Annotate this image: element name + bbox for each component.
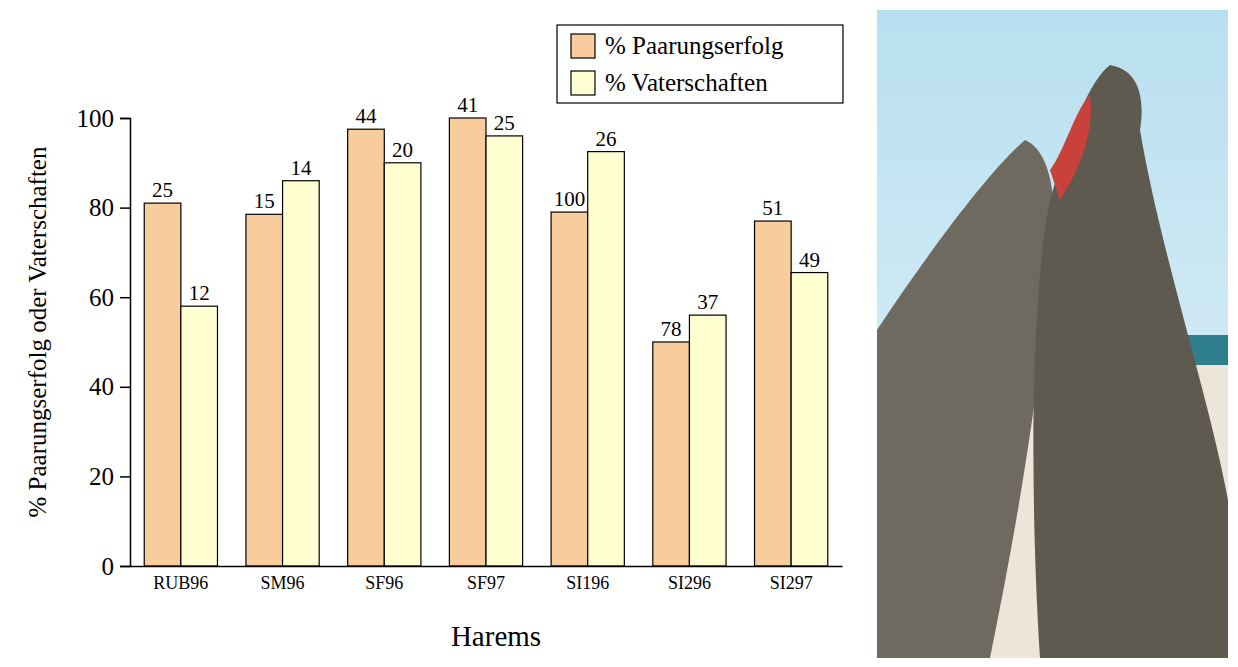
y-tick-label: 100 xyxy=(77,105,115,132)
x-tick: SF97 xyxy=(467,566,505,593)
legend-swatch xyxy=(571,71,595,95)
bar xyxy=(181,306,218,566)
legend-label: % Paarungserfolg xyxy=(605,32,784,59)
y-tick-label: 80 xyxy=(89,194,114,221)
legend: % Paarungserfolg % Vaterschaften xyxy=(557,25,843,103)
x-axis: RUB96 SM96 SF96 SF97 SI196 SI296 SI297 xyxy=(131,566,843,593)
y-tick-label: 0 xyxy=(102,553,115,580)
legend-box xyxy=(557,25,843,103)
x-tick: RUB96 xyxy=(153,566,208,593)
bar xyxy=(449,118,486,566)
x-tick: SM96 xyxy=(261,566,305,593)
y-tick-mark xyxy=(120,387,130,389)
y-tick: 60 xyxy=(89,284,130,311)
y-tick-mark xyxy=(120,207,130,209)
x-tick: SI296 xyxy=(668,566,711,593)
bar xyxy=(653,342,690,566)
photo-sky xyxy=(877,10,1228,658)
x-axis-title: Harems xyxy=(451,620,541,652)
bar xyxy=(384,163,421,566)
bar-label: 25 xyxy=(494,111,515,135)
x-tick-label: SI297 xyxy=(770,573,813,593)
photo-wound xyxy=(1050,95,1091,200)
x-tick-label: SM96 xyxy=(261,573,305,593)
x-tick-label: RUB96 xyxy=(153,573,208,593)
legend-label: % Vaterschaften xyxy=(605,69,768,96)
bar-label: 49 xyxy=(799,248,820,272)
y-axis: 0 20 40 60 80 100 xyxy=(77,105,131,580)
y-tick-mark xyxy=(120,476,130,478)
x-tick: SI297 xyxy=(770,566,813,593)
bar-label: 25 xyxy=(152,178,173,202)
bar-label: 44 xyxy=(355,104,377,128)
bar-label: 12 xyxy=(189,281,210,305)
x-tick-label: SF97 xyxy=(467,573,505,593)
y-tick-mark xyxy=(120,118,130,120)
y-tick: 80 xyxy=(89,194,130,221)
bar xyxy=(283,181,320,566)
bar xyxy=(791,273,828,566)
bar xyxy=(755,221,792,566)
photo-seal xyxy=(1033,65,1228,658)
y-tick: 0 xyxy=(102,553,131,580)
y-axis-title: % Paarungserfolg oder Vaterschaften xyxy=(24,146,51,517)
bar xyxy=(588,152,625,566)
bar xyxy=(551,212,588,566)
bar-label: 100 xyxy=(554,187,586,211)
y-tick-mark xyxy=(120,566,130,568)
x-tick-label: SI296 xyxy=(668,573,711,593)
bar-label: 26 xyxy=(596,127,617,151)
y-tick-label: 40 xyxy=(89,373,114,400)
bar xyxy=(689,315,726,566)
bar-label: 78 xyxy=(661,317,682,341)
bar xyxy=(144,203,181,566)
bar-label: 37 xyxy=(697,290,718,314)
bar-label: 14 xyxy=(290,156,312,180)
bar-label: 20 xyxy=(392,138,413,162)
bar xyxy=(246,214,283,566)
y-tick: 40 xyxy=(89,373,130,400)
y-tick-label: 60 xyxy=(89,284,114,311)
x-tick: SI196 xyxy=(566,566,609,593)
y-tick: 100 xyxy=(77,105,131,132)
photo-seal xyxy=(877,140,1054,658)
x-axis-line xyxy=(131,566,843,568)
y-tick: 20 xyxy=(89,463,130,490)
y-tick-label: 20 xyxy=(89,463,114,490)
bar xyxy=(348,129,385,566)
bars xyxy=(144,118,828,566)
bar-label: 15 xyxy=(254,189,275,213)
legend-swatch xyxy=(571,34,595,58)
x-tick: SF96 xyxy=(365,566,403,593)
bar xyxy=(486,136,523,566)
bar-label: 41 xyxy=(457,93,478,117)
y-tick-mark xyxy=(120,297,130,299)
photo xyxy=(877,10,1228,658)
x-tick-label: SF96 xyxy=(365,573,403,593)
bar-labels: 25 15 44 41 100 78 51 12 14 20 25 26 37 49 xyxy=(152,93,820,341)
x-tick-label: SI196 xyxy=(566,573,609,593)
bar-label: 51 xyxy=(762,196,783,220)
chart: 25 15 44 41 100 78 51 12 14 20 25 26 37 49 0 20 40 60 80 10… xyxy=(0,0,1238,667)
y-axis-line xyxy=(120,119,131,567)
